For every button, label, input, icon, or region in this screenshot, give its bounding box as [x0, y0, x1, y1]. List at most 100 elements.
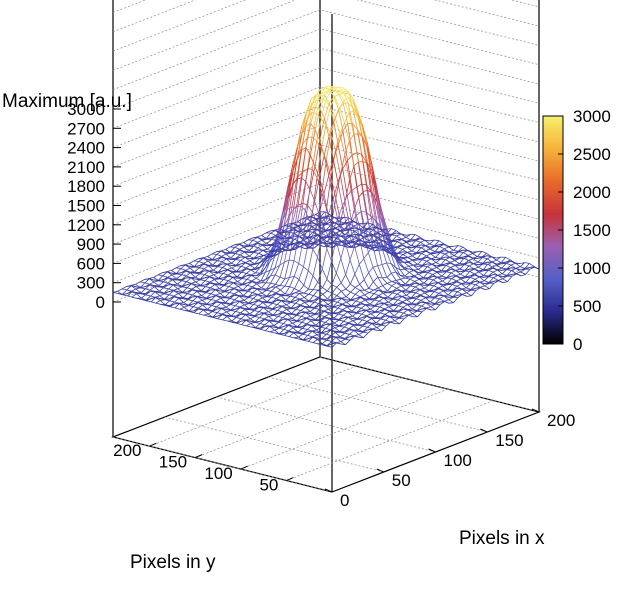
mesh-line-v [305, 123, 312, 148]
mesh-line-v [266, 287, 272, 290]
mesh-line-v [377, 287, 384, 292]
mesh-line-v [345, 338, 351, 341]
mesh-line-u [273, 322, 279, 326]
mesh-line-v [388, 252, 394, 255]
mesh-line-u [467, 253, 473, 256]
mesh-line-u [248, 298, 254, 304]
mesh-line-u [437, 280, 443, 283]
mesh-line-v [353, 325, 359, 331]
mesh-line-v [367, 328, 373, 331]
mesh-line-v [377, 265, 383, 279]
mesh-line-v [261, 235, 267, 239]
mesh-line-v [215, 295, 221, 299]
mesh-line-v [211, 299, 217, 302]
mesh-line-u [457, 288, 463, 293]
mesh-line-v [415, 238, 421, 240]
z-axis-label: Maximum [a.u.] [2, 91, 132, 112]
mesh-line-v [446, 271, 452, 274]
mesh-line-v [351, 243, 357, 247]
mesh-line-u [149, 286, 155, 291]
mesh-line-v [435, 262, 441, 266]
mesh-line-v [334, 322, 340, 327]
mesh-line-v [277, 306, 283, 308]
mesh-line-v [501, 268, 507, 270]
mesh-line-v [334, 86, 340, 89]
mesh-line-v [439, 301, 445, 303]
mesh-line-u [319, 311, 325, 316]
mesh-line-v [227, 275, 234, 278]
mesh-line-v [372, 281, 379, 289]
mesh-line-u [375, 220, 381, 240]
mesh-line-v [303, 338, 308, 341]
mesh-line-v [380, 207, 386, 225]
mesh-line-v [301, 316, 307, 319]
mesh-line-u [285, 295, 291, 301]
mesh-line-v [342, 160, 348, 170]
mesh-line-v [209, 276, 215, 280]
mesh-line-v [292, 147, 298, 173]
mesh-line-v [483, 268, 488, 271]
mesh-line-v [310, 96, 317, 109]
mesh-line-u [386, 273, 392, 278]
mesh-line-u [426, 306, 431, 309]
mesh-line-u [284, 231, 290, 238]
mesh-line-u [307, 231, 313, 238]
mesh-line-u [224, 292, 230, 298]
mesh-line-v [397, 299, 403, 303]
mesh-line-u [301, 147, 307, 151]
mesh-line-u [325, 330, 331, 335]
mesh-line-v [373, 293, 379, 296]
mesh-line-v [395, 230, 402, 235]
mesh-line-u [259, 313, 265, 318]
mesh-line-u [307, 169, 313, 206]
mesh-line-v [352, 106, 358, 115]
mesh-line-u [394, 317, 400, 322]
mesh-line-v [377, 232, 383, 236]
mesh-line-v [316, 229, 322, 232]
mesh-line-v [321, 332, 327, 335]
mesh-line-v [348, 92, 354, 103]
mesh-line-v [153, 279, 159, 282]
mesh-line-v [185, 275, 191, 279]
mesh-line-u [321, 159, 327, 193]
mesh-line-v [433, 288, 439, 291]
mesh-line-v [289, 259, 295, 262]
mesh-line-v [141, 297, 147, 301]
mesh-line-u [218, 279, 224, 285]
mesh-line-v [304, 244, 310, 249]
mesh-line-u [329, 217, 335, 220]
mesh-line-v [355, 303, 362, 307]
mesh-line-v [262, 297, 268, 303]
mesh-line-v [190, 272, 196, 278]
mesh-line-u [321, 124, 327, 149]
mesh-line-v [491, 256, 497, 259]
mesh-line-v [425, 302, 431, 305]
mesh-line-v [126, 285, 132, 287]
mesh-line-u [349, 273, 356, 285]
mesh-line-v [289, 235, 295, 239]
mesh-line-v [334, 217, 340, 222]
mesh-line-v [197, 302, 203, 306]
mesh-line-u [447, 290, 453, 296]
mesh-line-v [198, 261, 204, 264]
mesh-line-u [384, 241, 390, 253]
mesh-line-u [294, 293, 300, 298]
mesh-line-v [339, 225, 345, 230]
mesh-line-v [293, 233, 300, 237]
mesh-line-u [262, 248, 268, 251]
mesh-line-v [422, 263, 428, 266]
mesh-line-u [337, 304, 343, 309]
mesh-line-v [475, 287, 481, 289]
mesh-line-u [254, 258, 260, 265]
mesh-line-v [449, 251, 454, 254]
mesh-line-v [377, 277, 383, 286]
mesh-line-v [264, 319, 270, 322]
mesh-line-v [183, 298, 189, 301]
mesh-line-u [237, 278, 243, 283]
mesh-line-v [174, 301, 180, 304]
mesh-line-v [251, 274, 256, 277]
mesh-line-v [356, 306, 362, 309]
mesh-line-u [363, 332, 369, 338]
mesh-line-u [416, 253, 422, 260]
mesh-line-u [194, 261, 200, 267]
